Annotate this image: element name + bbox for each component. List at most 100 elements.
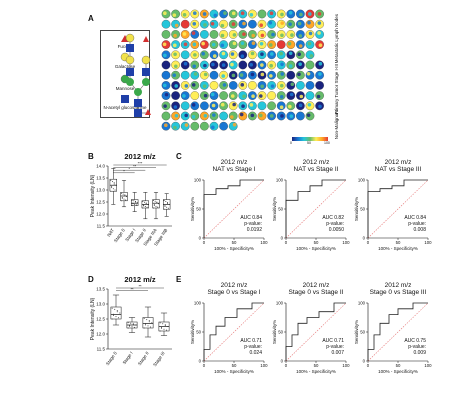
box-point [145, 203, 147, 205]
box-point [112, 314, 114, 316]
box-point [127, 327, 129, 329]
tma-core-spot [182, 32, 187, 36]
box-point [142, 201, 144, 203]
tma-core-spot [290, 82, 295, 87]
roc-subtitle: NAT vs Stage II [294, 166, 339, 173]
box-point [126, 196, 128, 198]
tma-core-spot [184, 123, 189, 127]
tma-core-spot [192, 42, 197, 47]
auc-label: AUC 0.84 [240, 215, 262, 221]
mannose-circle-icon [134, 88, 142, 96]
box-point [164, 325, 166, 327]
roc-title: 2012 m/z [221, 159, 248, 166]
y-tick-label: 100 [194, 301, 202, 306]
y-axis-label: Sensitivity% [354, 320, 359, 344]
tma-core-spot [250, 72, 255, 77]
auc-label: AUC 0.84 [404, 215, 426, 221]
x-tick-label: Stage 0 [105, 350, 118, 366]
box-point [156, 202, 158, 204]
roc-diagonal [285, 179, 347, 239]
box-point [111, 185, 113, 187]
box-point [112, 188, 114, 190]
box-point [118, 317, 120, 319]
roc-subtitle: Stage 0 vs Stage II [289, 289, 344, 296]
panel-d-title: 2012 m/z [124, 275, 156, 284]
tma-core-spot [241, 104, 245, 109]
roc-subtitle: Stage 0 vs Stage I [207, 289, 260, 296]
box-point [113, 183, 115, 185]
p-value-label: p-value: [408, 344, 426, 350]
box-point [148, 321, 150, 323]
tma-core-spot [231, 22, 236, 26]
y-tick-label: 100 [276, 301, 284, 306]
tma-core-spot [221, 74, 226, 78]
box-point [131, 199, 133, 201]
box-body [110, 306, 122, 320]
tma-core-spot [191, 115, 196, 119]
box-body [152, 199, 160, 209]
tma-core-spot [191, 103, 196, 107]
x-tick-label: Stage III [152, 351, 166, 368]
tma-core-spot [173, 52, 177, 57]
box-body [131, 199, 139, 206]
box-point [167, 202, 169, 204]
y-axis-label: Sensitivity% [272, 197, 277, 221]
y-tick-label: 12.0 [96, 332, 105, 337]
tma-core-spot [223, 11, 227, 15]
tma-core-spot [172, 73, 176, 77]
tma-core-spot [318, 104, 322, 109]
tma-core-spot [212, 54, 217, 58]
tma-core-spot [203, 23, 207, 27]
box-body [120, 192, 128, 202]
box-point [114, 308, 116, 310]
x-tick-label: 0 [285, 363, 288, 368]
tma-core-spot [173, 105, 178, 109]
tma-core-spot [201, 32, 205, 37]
tma-core-spot [268, 43, 273, 47]
tma-core-spot [288, 104, 292, 109]
box-point [157, 206, 159, 208]
box-point [131, 326, 133, 328]
tma-core [209, 9, 219, 19]
auc-label: AUC 0.71 [322, 338, 344, 344]
y-tick-label: 50 [196, 207, 201, 212]
tma-core-spot [182, 52, 186, 57]
roc-title: 2012 m/z [385, 282, 412, 289]
x-tick-label: Stage 0 [113, 227, 126, 243]
p-value: 0.0192 [247, 227, 263, 233]
glcnac-square-icon [134, 109, 142, 117]
tma-core-spot [280, 114, 284, 118]
tma-core-spot [184, 113, 189, 118]
tma-core-spot [307, 82, 312, 87]
significance-label: * [123, 169, 125, 174]
tma-core [238, 111, 248, 121]
x-tick-label: 0 [203, 363, 206, 368]
tma-core-spot [289, 92, 294, 97]
box-point [146, 319, 148, 321]
tma-core-spot [240, 83, 245, 87]
box-point [164, 324, 166, 326]
tma-core-spot [317, 21, 322, 25]
tma-core-spot [174, 113, 179, 118]
tma-core-spot [164, 113, 169, 117]
roc-title: 2012 m/z [303, 159, 330, 166]
y-tick-label: 50 [278, 207, 283, 212]
x-axis-label: 100% - Specificity% [214, 369, 254, 374]
panel-label-b: B [88, 152, 94, 161]
tma-core-spot [172, 94, 177, 98]
box-point [132, 203, 134, 205]
tma-core-spot [240, 11, 245, 15]
glcnac-square-icon [142, 68, 150, 76]
tma-core-spot [318, 72, 322, 76]
y-tick-label: 0 [281, 359, 284, 364]
tma-core-spot [269, 11, 274, 16]
y-tick-label: 50 [196, 330, 201, 335]
panel-label-d: D [88, 275, 94, 284]
roc-title: 2012 m/z [385, 159, 412, 166]
box-point [135, 324, 137, 326]
tma-core-spot [239, 62, 244, 67]
tma-core-spot [288, 10, 293, 15]
x-tick-label: Stage I [122, 351, 134, 366]
tma-core-spot [220, 123, 225, 128]
